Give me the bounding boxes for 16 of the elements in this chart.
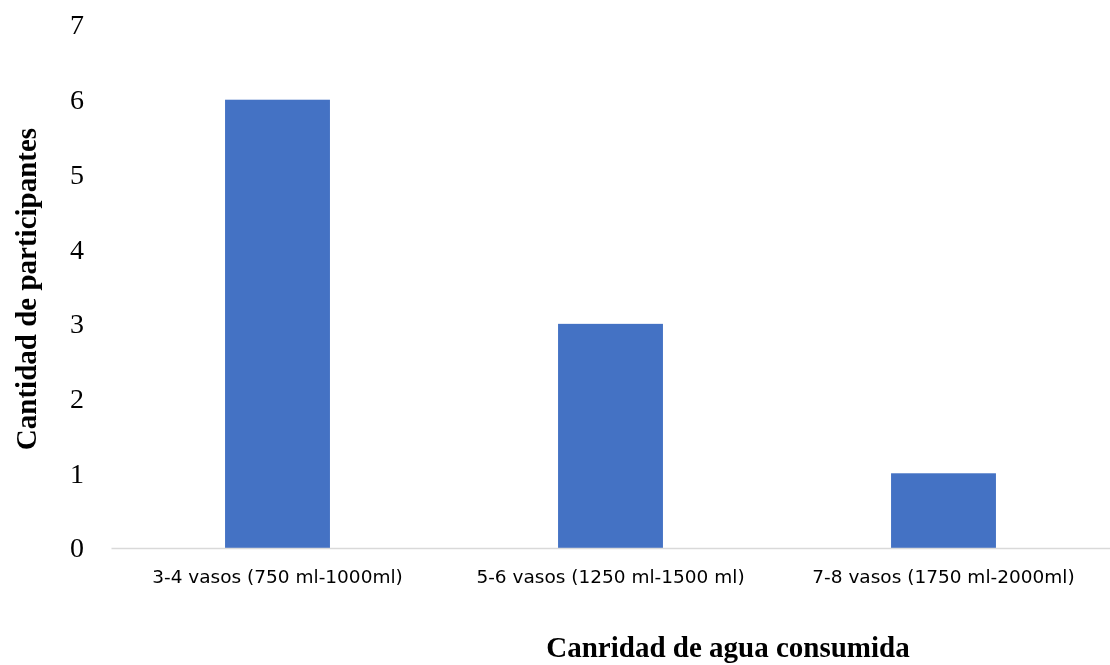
x-tick-label: 5-6 vasos (1250 ml-1500 ml)	[476, 566, 745, 588]
y-tick-label: 7	[70, 9, 84, 41]
bar	[891, 473, 996, 548]
bar	[225, 99, 330, 548]
x-tick-label: 3-4 vasos (750 ml-1000ml)	[152, 566, 403, 588]
bar	[558, 323, 663, 548]
y-tick-label: 3	[70, 308, 84, 340]
x-tick-label: 7-8 vasos (1750 ml-2000ml)	[812, 566, 1075, 588]
y-tick-label: 5	[70, 158, 84, 190]
y-tick-label: 4	[70, 233, 84, 265]
y-tick-label: 1	[70, 457, 84, 489]
y-axis-title: Cantidad de participantes	[10, 127, 42, 451]
y-tick-label: 6	[70, 84, 84, 116]
x-axis-title: Canridad de agua consumida	[546, 631, 911, 663]
y-tick-label: 2	[70, 383, 84, 415]
y-tick-label: 0	[70, 532, 84, 564]
